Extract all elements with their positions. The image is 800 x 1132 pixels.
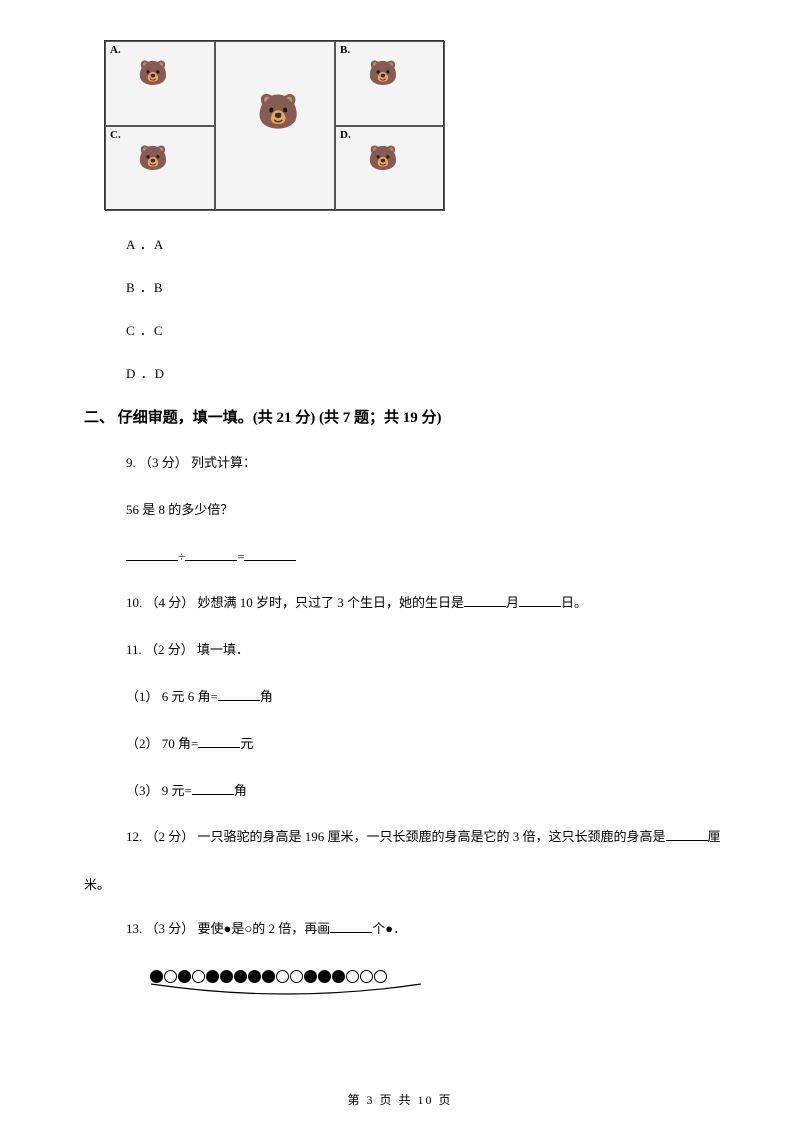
q11-p2-b: 元 (240, 736, 253, 751)
q13-dots-figure (146, 966, 426, 996)
figure-cell-d: D.🐻 (335, 126, 445, 211)
choice-b: B ．B (126, 277, 724, 296)
q11-p3-b: 角 (234, 783, 247, 798)
question-figure: A.🐻 🐻 B.🐻 C.🐻 D.🐻 (104, 40, 444, 210)
q12-suffix: 厘 (708, 829, 721, 844)
q11-p2-a: （2） 70 角= (126, 736, 198, 751)
q9-blank-2 (185, 547, 237, 561)
page-footer: 第 3 页 共 10 页 (0, 1091, 800, 1108)
q11-p3-a: （3） 9 元= (126, 783, 192, 798)
q13-prefix: 13. （3 分） 要使●是○的 2 倍，再画 (126, 921, 330, 936)
q10-blank-month (464, 593, 506, 607)
choice-a: A ．A (126, 234, 724, 253)
q12-continuation: 米。 (84, 874, 724, 893)
q9-blank-3 (244, 547, 296, 561)
q12-blank (666, 827, 708, 841)
q11-part3: （3） 9 元= 角 (126, 781, 724, 802)
q11-part1: （1） 6 元 6 角= 角 (126, 687, 724, 708)
q11-prefix: 11. （2 分） 填一填． (126, 640, 724, 661)
q10-prefix: 10. （4 分） 妙想满 10 岁时，只过了 3 个生日，她的生日是 (126, 595, 464, 610)
dots-curve (146, 982, 426, 1002)
q9-body: 56 是 8 的多少倍？ (126, 500, 724, 521)
q13-suffix: 个●． (372, 921, 406, 936)
figure-cell-center: 🐻 (215, 41, 335, 211)
q11-part2: （2） 70 角= 元 (126, 734, 724, 755)
q9-div-sign: ÷ (178, 549, 185, 564)
figure-cell-c: C.🐻 (105, 126, 215, 211)
q10-line: 10. （4 分） 妙想满 10 岁时，只过了 3 个生日，她的生日是 月 日。 (126, 593, 724, 614)
q11-p1-b: 角 (260, 689, 273, 704)
q10-blank-day (519, 593, 561, 607)
q9-blank-1 (126, 547, 178, 561)
q9-eq-sign: = (237, 549, 244, 564)
q12-prefix: 12. （2 分） 一只骆驼的身高是 196 厘米，一只长颈鹿的身高是它的 3 … (126, 829, 666, 844)
q10-mid: 月 (506, 595, 519, 610)
figure-cell-a: A.🐻 (105, 41, 215, 126)
choice-d: D ．D (126, 363, 724, 382)
q11-p1-blank (218, 687, 260, 701)
q12-line: 12. （2 分） 一只骆驼的身高是 196 厘米，一只长颈鹿的身高是它的 3 … (126, 827, 724, 848)
q11-p1-a: （1） 6 元 6 角= (126, 689, 218, 704)
q9-equation: ÷= (126, 547, 724, 568)
q11-p2-blank (198, 734, 240, 748)
choice-c: C ．C (126, 320, 724, 339)
q11-p3-blank (192, 781, 234, 795)
q13-blank (330, 919, 372, 933)
section-2-header: 二、 仔细审题，填一填。(共 21 分) (共 7 题；共 19 分) (84, 406, 724, 427)
q13-line: 13. （3 分） 要使●是○的 2 倍，再画 个●． (126, 919, 724, 940)
q10-suffix: 日。 (561, 595, 587, 610)
q9-prefix: 9. （3 分） 列式计算： (126, 453, 724, 474)
figure-cell-b: B.🐻 (335, 41, 445, 126)
